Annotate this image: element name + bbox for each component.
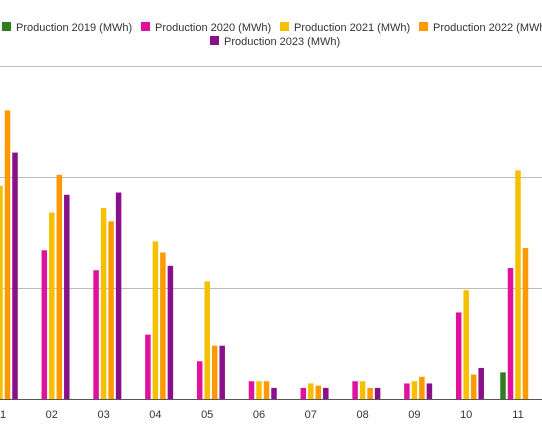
x-tick-label: 01 <box>0 409 6 421</box>
bar <box>0 185 3 399</box>
bar <box>256 381 262 399</box>
bar <box>470 374 477 399</box>
bar <box>404 383 410 399</box>
grid-lines <box>0 66 542 289</box>
bars <box>0 110 529 400</box>
legend: Production 2019 (MWh) Production 2020 (MW… <box>2 22 542 48</box>
bar <box>248 381 255 399</box>
bar <box>300 387 307 399</box>
bar <box>367 387 373 399</box>
bar <box>204 281 210 399</box>
legend-item[interactable]: Production 2020 (MWh) <box>141 22 271 34</box>
legend-swatch <box>419 22 428 31</box>
bar <box>196 361 203 399</box>
bar <box>49 212 55 399</box>
legend-item[interactable]: Production 2021 (MWh) <box>280 22 410 34</box>
bar <box>56 174 63 399</box>
legend-label: Production 2020 (MWh) <box>155 22 271 34</box>
legend-label: Production 2023 (MWh) <box>224 36 340 48</box>
x-tick-label: 07 <box>305 409 317 421</box>
bar <box>500 372 506 399</box>
legend-item[interactable]: Production 2019 (MWh) <box>2 22 132 34</box>
legend-item[interactable]: Production 2022 (MWh) <box>419 22 542 34</box>
bar <box>271 387 277 399</box>
bar <box>263 381 270 399</box>
bar <box>359 381 366 399</box>
bar <box>426 383 433 399</box>
x-tick-label: 02 <box>46 409 58 421</box>
bar <box>411 381 418 399</box>
bar <box>160 252 166 399</box>
x-tick-label: 10 <box>460 409 472 421</box>
bar <box>315 385 322 399</box>
x-tick-label: 08 <box>356 409 368 421</box>
bar <box>64 194 70 399</box>
bar <box>41 250 48 399</box>
bar <box>522 248 529 399</box>
bar <box>507 268 514 399</box>
bar <box>323 387 329 399</box>
bar <box>4 110 11 400</box>
bar <box>12 152 18 399</box>
legend-swatch <box>2 22 11 31</box>
bar <box>419 376 425 399</box>
legend-label: Production 2021 (MWh) <box>294 22 410 34</box>
bar <box>108 221 114 399</box>
bar <box>455 312 462 399</box>
x-tick-label: 04 <box>149 409 161 421</box>
legend-swatch <box>210 36 219 45</box>
legend-swatch <box>141 22 150 31</box>
x-tick-label: 06 <box>253 409 265 421</box>
bar <box>145 334 151 399</box>
legend-label: Production 2019 (MWh) <box>16 22 132 34</box>
bar <box>515 170 521 399</box>
bar <box>152 241 159 399</box>
bar <box>374 387 381 399</box>
legend-label: Production 2022 (MWh) <box>433 22 542 34</box>
x-tick-label: 03 <box>97 409 109 421</box>
x-tick-label: 11 <box>512 409 523 421</box>
bar <box>115 192 122 399</box>
bar <box>308 383 314 399</box>
legend-item[interactable]: Production 2023 (MWh) <box>210 36 340 48</box>
bar <box>167 265 174 399</box>
bar <box>478 367 484 399</box>
bar <box>219 345 225 399</box>
bar <box>352 381 358 399</box>
bar <box>93 270 99 399</box>
x-tick-label: 05 <box>201 409 213 421</box>
bar <box>100 208 107 399</box>
x-axis: 01 02 03 04 05 06 07 08 09 10 11 <box>0 399 542 421</box>
bar <box>211 345 218 399</box>
x-tick-label: 09 <box>408 409 420 421</box>
bar <box>463 290 469 399</box>
legend-swatch <box>280 22 289 31</box>
